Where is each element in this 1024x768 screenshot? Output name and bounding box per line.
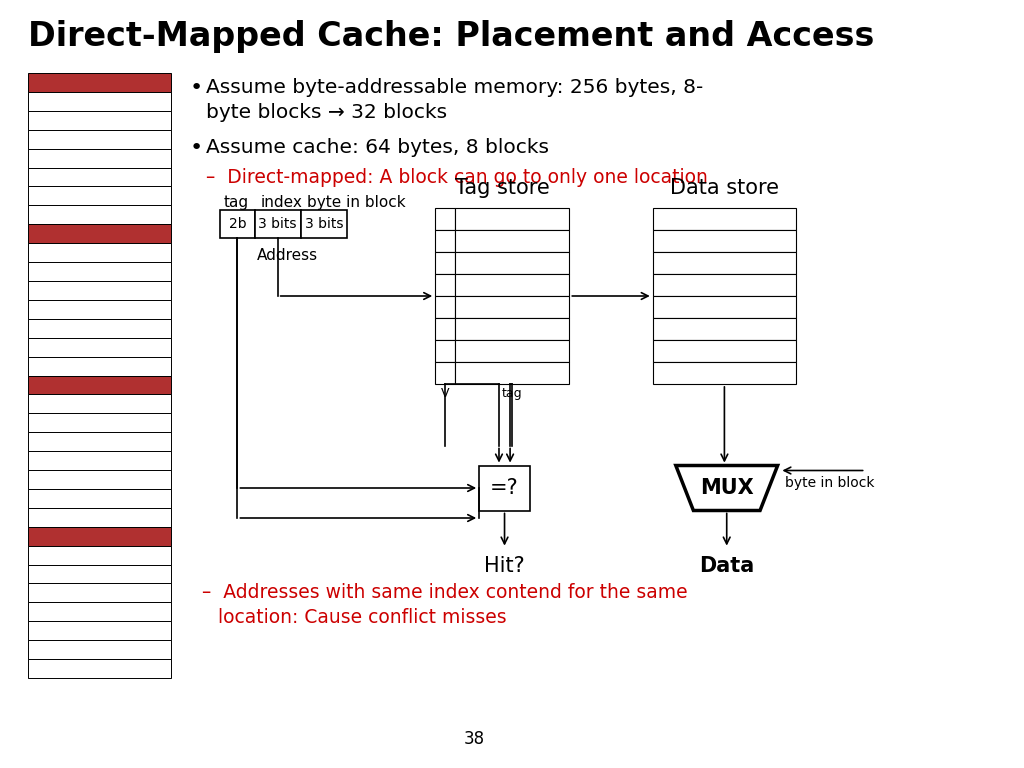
Bar	[652, 296, 796, 318]
Text: location: Cause conflict misses: location: Cause conflict misses	[218, 608, 507, 627]
Bar	[220, 210, 255, 238]
Bar	[456, 208, 569, 230]
Text: MUX: MUX	[699, 478, 754, 498]
Polygon shape	[676, 465, 777, 511]
Text: Hit?: Hit?	[484, 555, 525, 575]
Bar	[652, 252, 796, 274]
Bar	[456, 252, 569, 274]
Bar	[456, 274, 569, 296]
Bar	[28, 243, 171, 262]
Bar	[28, 545, 171, 564]
Bar	[28, 376, 171, 395]
Bar	[28, 621, 171, 641]
Bar	[28, 508, 171, 527]
Bar	[28, 319, 171, 338]
Text: byte in block: byte in block	[307, 195, 406, 210]
Text: V: V	[441, 387, 450, 400]
Bar	[456, 340, 569, 362]
Bar	[28, 281, 171, 300]
Bar	[28, 432, 171, 451]
Bar	[456, 296, 569, 318]
Bar	[28, 130, 171, 149]
Bar	[456, 318, 569, 340]
Bar	[28, 602, 171, 621]
Bar	[301, 210, 347, 238]
Text: 3 bits: 3 bits	[258, 217, 297, 231]
Bar	[28, 73, 171, 92]
Text: Address: Address	[256, 248, 317, 263]
Bar	[28, 338, 171, 356]
Text: Assume byte-addressable memory: 256 bytes, 8-: Assume byte-addressable memory: 256 byte…	[206, 78, 702, 97]
Text: •: •	[189, 78, 203, 98]
Bar	[435, 296, 456, 318]
Bar	[28, 205, 171, 224]
Bar	[435, 230, 456, 252]
Bar	[28, 413, 171, 432]
Bar	[28, 262, 171, 281]
Text: =?: =?	[490, 478, 519, 498]
Text: Assume cache: 64 bytes, 8 blocks: Assume cache: 64 bytes, 8 blocks	[206, 138, 549, 157]
Text: 3 bits: 3 bits	[305, 217, 343, 231]
Bar	[652, 318, 796, 340]
Bar	[652, 208, 796, 230]
Text: tag: tag	[502, 387, 522, 400]
Bar	[28, 489, 171, 508]
Bar	[456, 230, 569, 252]
Bar	[28, 527, 171, 545]
Text: byte blocks → 32 blocks: byte blocks → 32 blocks	[206, 103, 446, 122]
Bar	[28, 92, 171, 111]
Bar	[28, 659, 171, 678]
Bar	[28, 187, 171, 205]
Bar	[435, 340, 456, 362]
Text: Data: Data	[699, 555, 755, 575]
Text: Direct-Mapped Cache: Placement and Access: Direct-Mapped Cache: Placement and Acces…	[28, 20, 874, 53]
Text: tag: tag	[224, 195, 249, 210]
Text: –  Addresses with same index contend for the same: – Addresses with same index contend for …	[202, 583, 687, 602]
Bar	[435, 318, 456, 340]
Bar	[28, 564, 171, 584]
Bar	[456, 362, 569, 384]
Text: 2b: 2b	[228, 217, 246, 231]
Bar	[652, 274, 796, 296]
Bar	[435, 208, 456, 230]
Text: Data store: Data store	[670, 178, 779, 198]
Bar	[255, 210, 301, 238]
Bar	[28, 300, 171, 319]
Text: index: index	[261, 195, 303, 210]
Bar	[28, 149, 171, 167]
Bar	[28, 451, 171, 470]
Bar	[435, 274, 456, 296]
Text: 38: 38	[464, 730, 484, 748]
Bar	[28, 584, 171, 602]
Bar	[28, 224, 171, 243]
Bar	[479, 465, 530, 511]
Bar	[28, 167, 171, 187]
Bar	[28, 470, 171, 489]
Bar	[28, 641, 171, 659]
Text: Tag store: Tag store	[455, 178, 550, 198]
Bar	[435, 252, 456, 274]
Bar	[28, 356, 171, 376]
Text: •: •	[189, 138, 203, 158]
Bar	[28, 111, 171, 130]
Bar	[652, 230, 796, 252]
Bar	[435, 362, 456, 384]
Bar	[28, 395, 171, 413]
Text: byte in block: byte in block	[785, 476, 874, 490]
Bar	[652, 340, 796, 362]
Bar	[652, 362, 796, 384]
Text: –  Direct-mapped: A block can go to only one location: – Direct-mapped: A block can go to only …	[206, 168, 708, 187]
